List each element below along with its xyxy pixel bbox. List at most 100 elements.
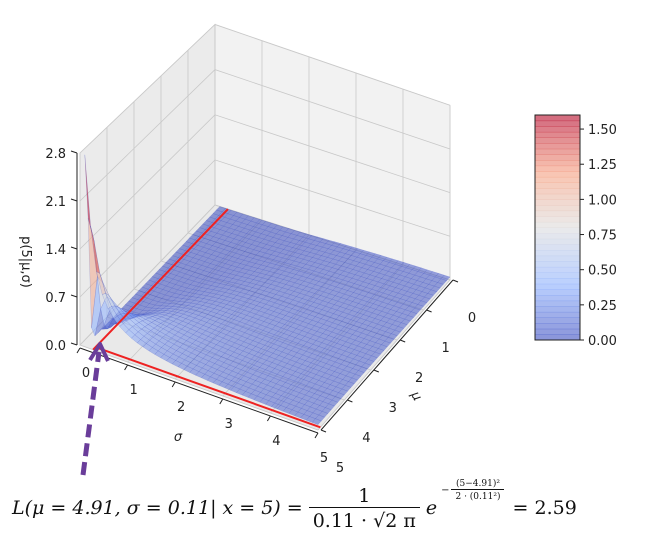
colorbar-segment [535, 221, 580, 228]
sigma-tick-label: 0 [82, 366, 90, 381]
highlight-line-mu [98, 347, 321, 429]
formula-e: e [425, 497, 438, 519]
colorbar-segment [535, 160, 580, 167]
gridline-z [79, 24, 451, 154]
pointer-arrow-shaft [80, 351, 102, 476]
colorbar-segment [535, 137, 580, 144]
colorbar-segment [535, 317, 580, 324]
colorbar-segment [535, 295, 580, 302]
colorbar-segment [535, 266, 580, 273]
gridline-z [79, 69, 451, 202]
colorbar-segment [535, 233, 580, 240]
sigma-tick [219, 398, 224, 405]
z-tick-label: 2.1 [45, 195, 66, 210]
colorbar-segment [535, 323, 580, 330]
pointer-arrow-head [88, 342, 110, 362]
mu-tick-label: 5 [336, 461, 344, 476]
surface-plot: 0 1 2 3 4 5 0 1 2 3 4 5 0.0 0.7 1.4 2.1 2.8 σ μ p(5|μ,σ) 0.0… [18, 23, 617, 476]
formula-exponent: − (5−4.91)² 2 · (0.11²) [441, 479, 506, 502]
gridline-z [79, 114, 451, 250]
colorbar-segment [535, 255, 580, 262]
colorbar-segment [535, 306, 580, 313]
z-tick [70, 342, 78, 346]
mu-axis-label: μ [407, 388, 425, 404]
colorbar-tick-label: 0.50 [588, 264, 617, 279]
mu-axis-line [320, 279, 454, 431]
colorbar-segment [535, 120, 580, 127]
mu-tick [452, 279, 459, 283]
colorbar-segment [535, 283, 580, 290]
colorbar-segment [535, 115, 580, 122]
sigma-tick-label: 1 [129, 383, 137, 398]
mu-tick-label: 2 [415, 371, 423, 386]
sigma-axis-line [79, 347, 319, 434]
z-tick-label: 1.4 [45, 243, 66, 258]
colorbar-segment [535, 261, 580, 268]
z-tick-label: 0.0 [45, 339, 66, 354]
z-axis-label: p(5|μ,σ) [18, 236, 33, 288]
colorbar-segment [535, 278, 580, 285]
formula-L: L( [12, 497, 33, 519]
colorbar-segment [535, 311, 580, 318]
sigma-tick [266, 415, 271, 422]
colorbar-segment [535, 216, 580, 223]
colorbar-segment [535, 154, 580, 161]
exponent-fraction: (5−4.91)² 2 · (0.11²) [451, 478, 505, 502]
colorbar-segment [535, 171, 580, 178]
sigma-tick [314, 432, 319, 439]
mu-tick [347, 399, 353, 403]
mu-tick-label: 4 [362, 431, 370, 446]
colorbar-segment [535, 148, 580, 155]
formula-equals-2: = [512, 497, 529, 519]
colorbar-segment [535, 238, 580, 245]
colorbar-segment [535, 188, 580, 195]
colorbar-segment [535, 244, 580, 251]
mu-tick [320, 429, 327, 433]
exponent-sign: − [441, 484, 450, 496]
colorbar-segment [535, 227, 580, 234]
sigma-tick [171, 381, 176, 388]
formula-mu: μ = 4.91, [32, 497, 121, 519]
formula-result: 2.59 [534, 497, 577, 519]
formula-numerator: 1 [358, 484, 371, 507]
mu-tick [373, 369, 379, 373]
likelihood-formula: L( μ = 4.91, σ = 0.11 | x = 5) = 1 0.11 … [12, 478, 577, 538]
z-tick-label: 0.7 [45, 291, 66, 306]
sigma-tick-label: 5 [320, 451, 328, 466]
gridline-z [79, 159, 451, 298]
colorbar-segment [535, 289, 580, 296]
colorbar-tick-label: 0.00 [588, 334, 617, 349]
mu-tick [426, 309, 432, 313]
colorbar-segment [535, 250, 580, 257]
formula-given: | x = 5) [210, 497, 281, 519]
colorbar-segment [535, 176, 580, 183]
colorbar-segment [535, 328, 580, 335]
colorbar-segment [535, 334, 580, 341]
z-tick [70, 246, 78, 250]
formula-equals: = [286, 497, 303, 519]
sigma-axis-label: σ [174, 430, 183, 445]
colorbar-segment [535, 205, 580, 212]
exponent-denominator: 2 · (0.11²) [451, 488, 505, 502]
z-tick-label: 2.8 [45, 147, 66, 162]
colorbar-segment [535, 126, 580, 133]
surface-cell [311, 418, 322, 425]
sigma-tick-label: 4 [272, 434, 280, 449]
z-tick [70, 198, 78, 202]
z-tick [70, 150, 78, 154]
sigma-tick-label: 2 [177, 400, 185, 415]
mu-tick [400, 339, 406, 343]
colorbar-segment [535, 143, 580, 150]
highlight-line-sigma [92, 208, 229, 351]
exponent-numerator: (5−4.91)² [456, 478, 500, 489]
colorbar-segment [535, 182, 580, 189]
formula-sigma: σ = 0.11 [126, 497, 211, 519]
colorbar-tick-label: 1.50 [588, 123, 617, 138]
colorbar-tick-label: 0.25 [588, 299, 617, 314]
colorbar-segment [535, 272, 580, 279]
formula-denominator: 0.11 · √2 π [308, 506, 420, 532]
colorbar-segment [535, 300, 580, 307]
sigma-tick [76, 347, 81, 354]
colorbar-segment [535, 210, 580, 217]
